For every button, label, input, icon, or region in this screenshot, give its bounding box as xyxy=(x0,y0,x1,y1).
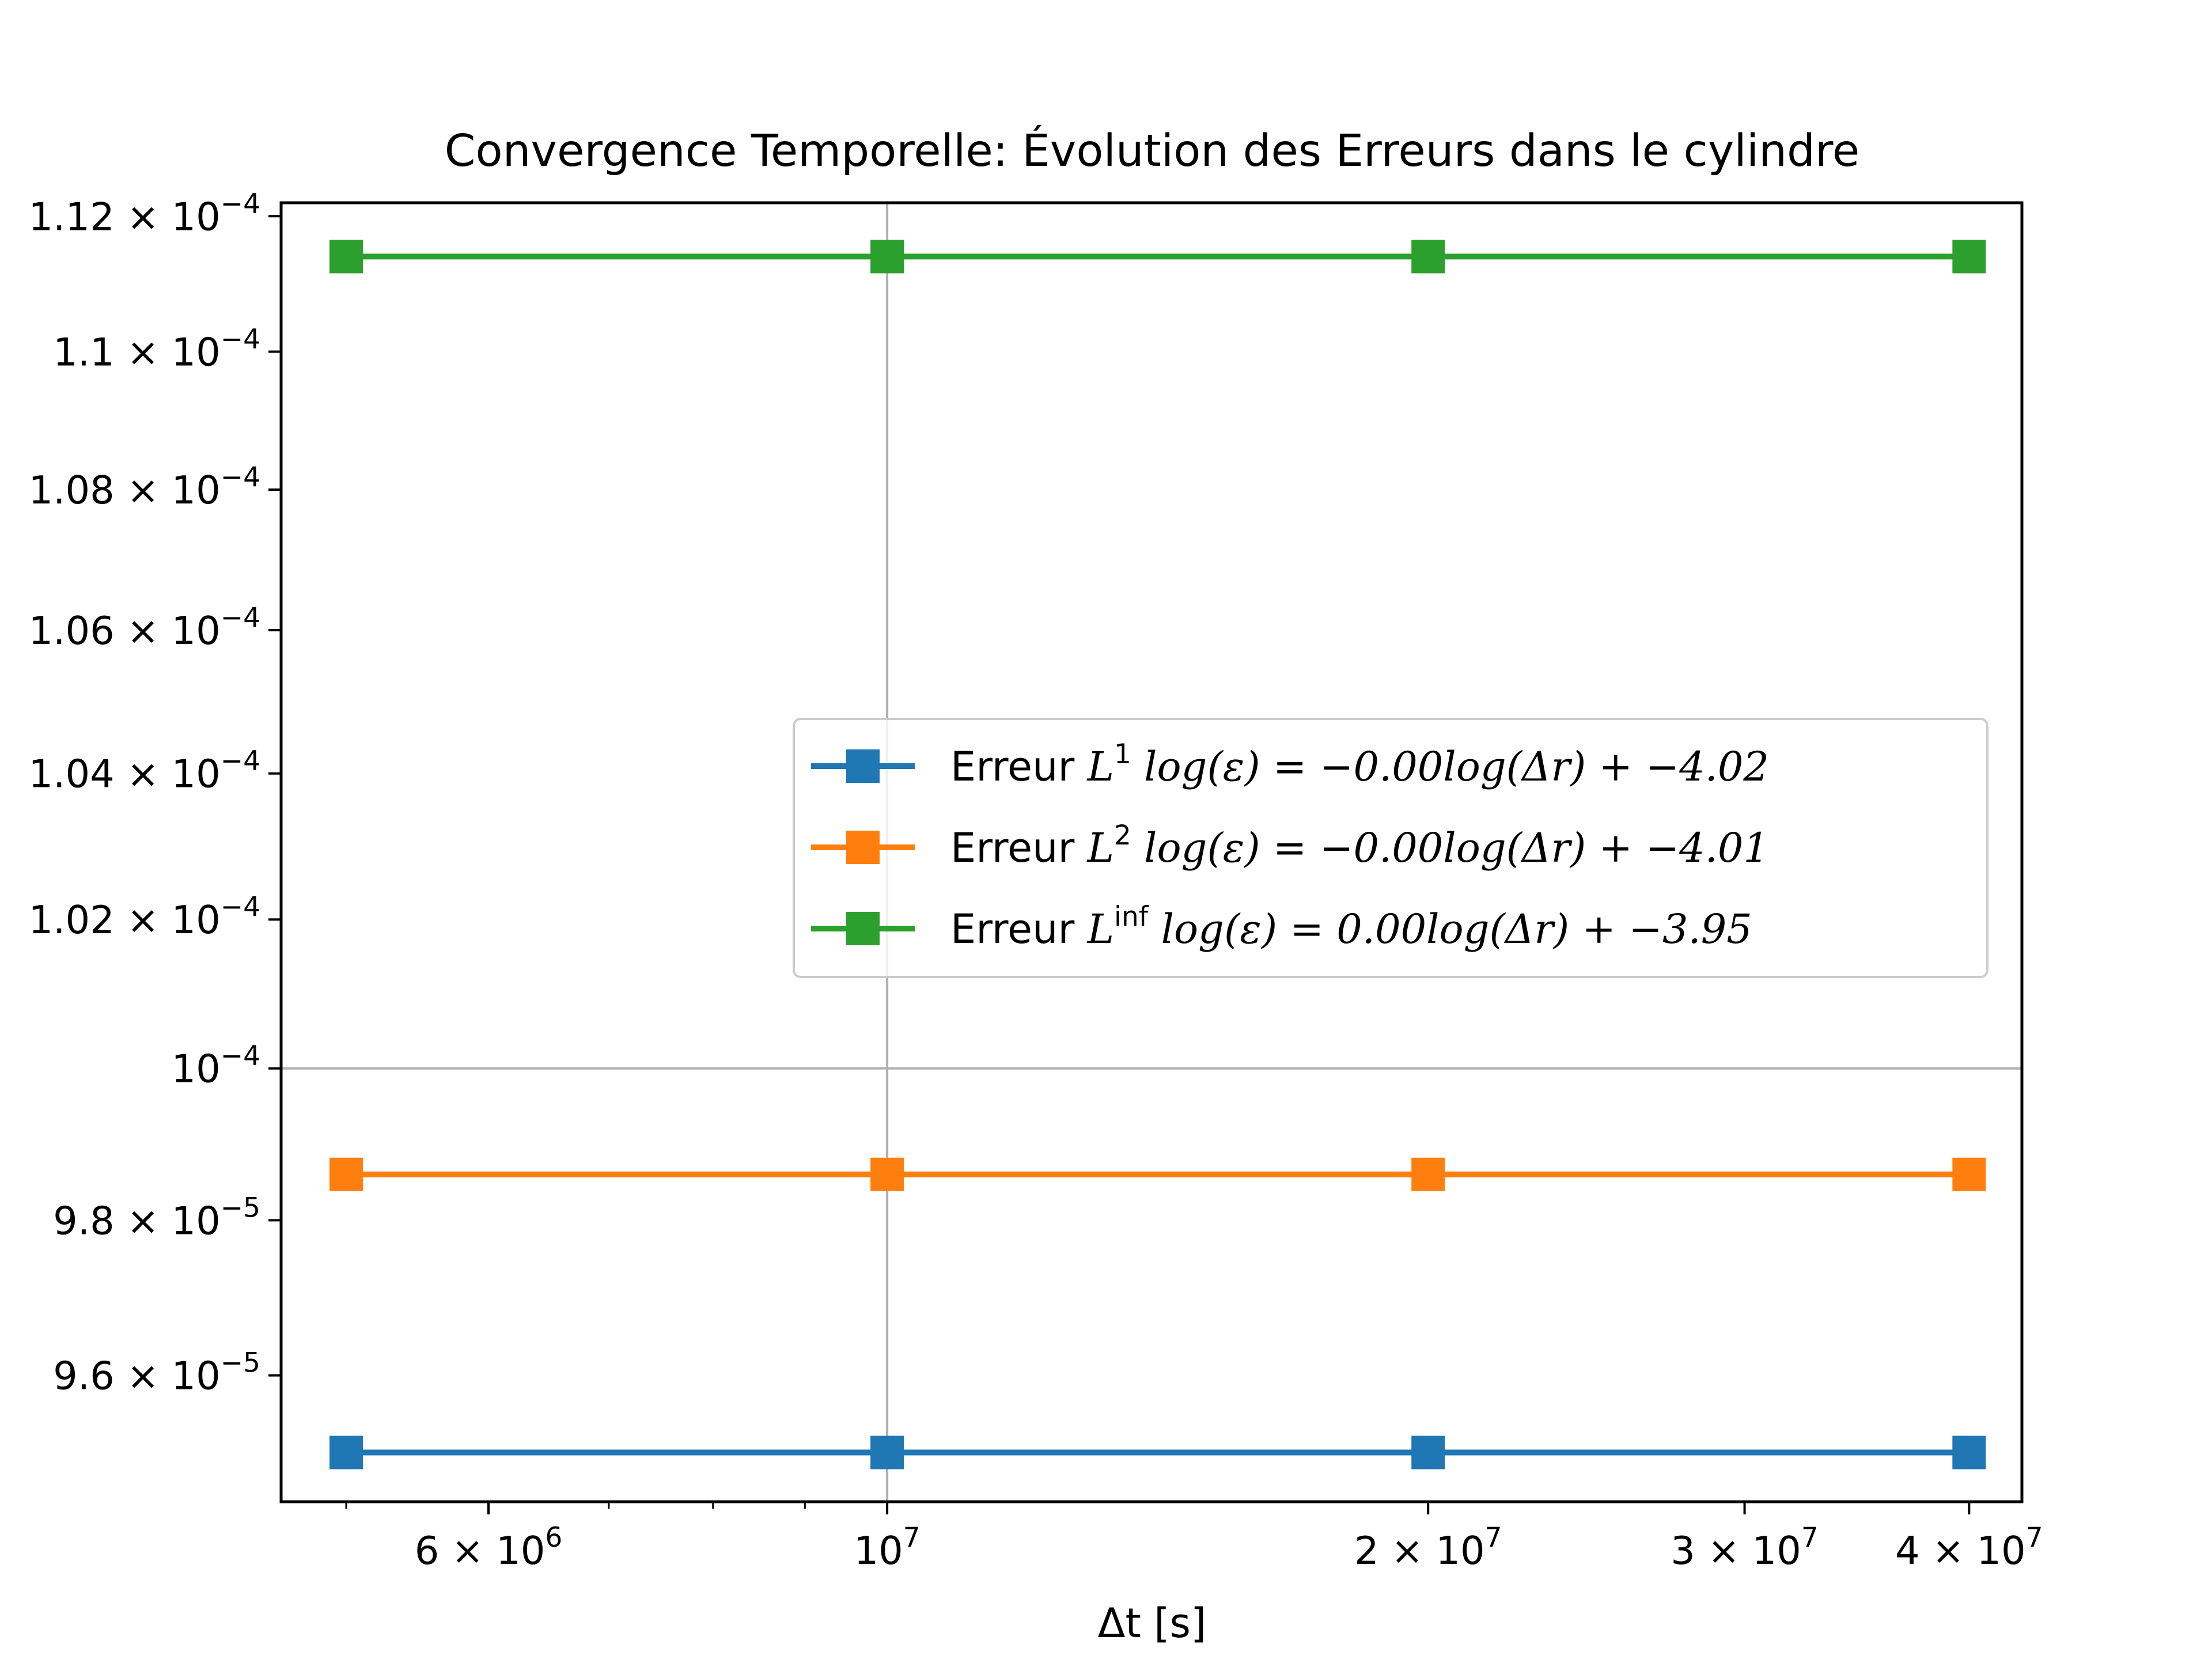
legend-box xyxy=(793,718,1988,978)
x-tick-label: 3 × 107 xyxy=(1671,1522,1819,1573)
series-2 xyxy=(329,1157,1986,1191)
legend: Erreur L1 log(ε) = −0.00log(Δr) + −4.02 E… xyxy=(793,718,1988,978)
data-point xyxy=(1952,240,1986,274)
x-tick-label: 6 × 106 xyxy=(415,1522,563,1573)
x-axis: 6 × 106 107 2 × 107 3 × 107 4 × 107 xyxy=(345,1502,2043,1573)
data-point xyxy=(870,240,904,274)
series-1 xyxy=(329,1435,1986,1469)
data-point xyxy=(329,1157,363,1191)
y-tick-label: 1.08 × 10−4 xyxy=(29,461,260,513)
legend-marker xyxy=(846,749,880,783)
legend-marker xyxy=(846,912,880,945)
plot-frame xyxy=(279,201,2024,1503)
data-point xyxy=(870,1157,904,1191)
y-tick-label: 10−4 xyxy=(171,1040,260,1092)
data-point xyxy=(1411,240,1445,274)
series-3 xyxy=(329,240,1986,274)
x-tick-label: 4 × 107 xyxy=(1895,1522,2043,1573)
legend-marker xyxy=(846,831,880,864)
data-point xyxy=(1411,1157,1445,1191)
x-tick-label: 2 × 107 xyxy=(1354,1522,1502,1573)
y-tick-label: 1.06 × 10−4 xyxy=(29,602,260,653)
data-point xyxy=(329,1435,363,1469)
x-tick-label: 107 xyxy=(854,1522,921,1573)
legend-item: Erreur L2 log(ε) = −0.00log(Δr) + −4.01 xyxy=(811,820,1769,872)
data-point xyxy=(1411,1435,1445,1469)
y-tick-label: 1.04 × 10−4 xyxy=(29,745,260,797)
data-point xyxy=(870,1435,904,1469)
y-tick-label: 1.1 × 10−4 xyxy=(53,324,260,375)
x-axis-label: Δt [s] xyxy=(1098,1600,1207,1647)
chart-title: Convergence Temporelle: Évolution des Er… xyxy=(445,125,1859,177)
y-axis: 9.6 × 10−5 9.8 × 10−5 10−4 1.02 × 10−4 1.04 … xyxy=(29,188,281,1399)
legend-label: Erreur L1 log(ε) = −0.00log(Δr) + −4.02 xyxy=(950,738,1769,790)
legend-label: Erreur L2 log(ε) = −0.00log(Δr) + −4.01 xyxy=(950,820,1769,872)
data-point xyxy=(1952,1435,1986,1469)
y-tick-label: 1.02 × 10−4 xyxy=(29,891,260,942)
legend-label: Erreur Linf log(ε) = 0.00log(Δr) + −3.95 xyxy=(950,901,1752,953)
series-layer xyxy=(329,240,1986,1469)
data-point xyxy=(1952,1157,1986,1191)
y-tick-label: 9.6 × 10−5 xyxy=(53,1347,260,1399)
y-tick-label: 9.8 × 10−5 xyxy=(53,1192,260,1243)
data-point xyxy=(329,240,363,274)
legend-item: Erreur Linf log(ε) = 0.00log(Δr) + −3.95 xyxy=(811,901,1752,953)
legend-item: Erreur L1 log(ε) = −0.00log(Δr) + −4.02 xyxy=(811,738,1769,790)
y-tick-label: 1.12 × 10−4 xyxy=(29,188,260,239)
